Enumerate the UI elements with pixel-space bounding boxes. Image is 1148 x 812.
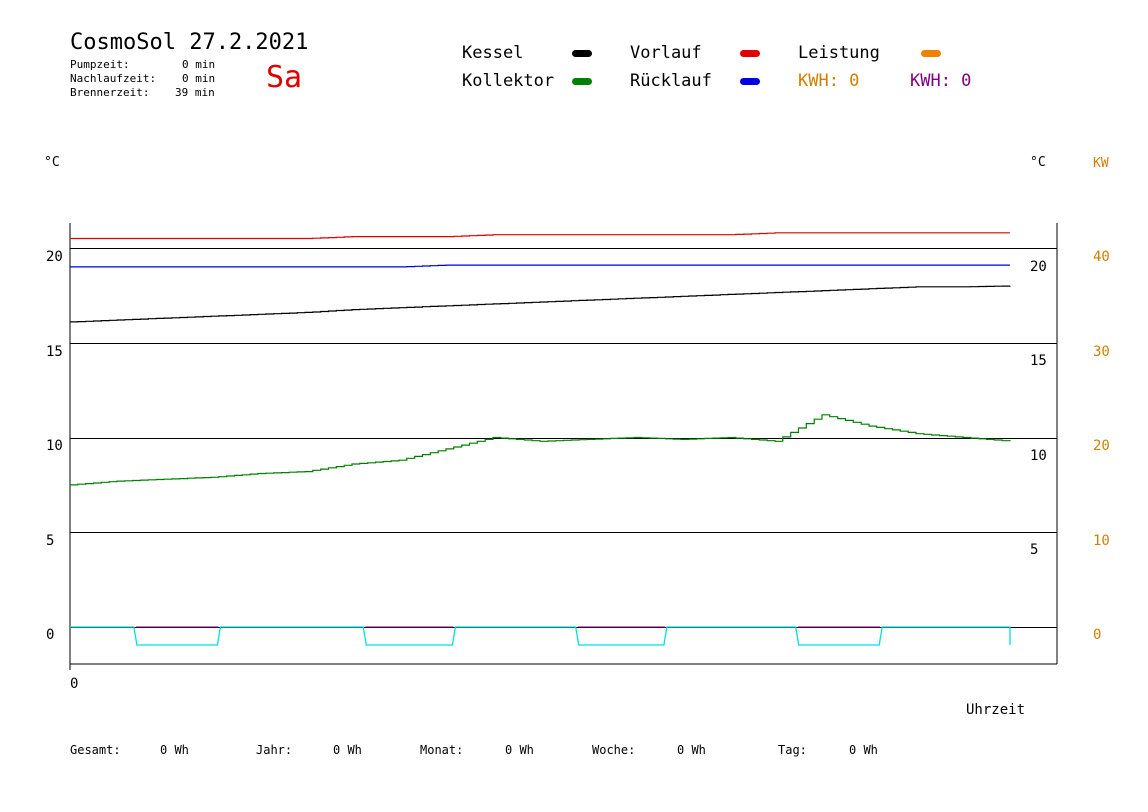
x-axis-label: Uhrzeit [966,702,1026,718]
chart-title: CosmoSol 27.2.2021 [70,30,309,55]
kw-tick-30: 30 [1093,344,1110,360]
left-tick-0: 0 [46,627,55,643]
stat-brennerzeit-value: 39 min [175,86,215,99]
legend-leistung-label: Leistung [798,43,880,63]
footer-tag-label: Tag: [778,743,807,757]
kw-tick-10: 10 [1093,533,1110,549]
legend-kessel-swatch [572,50,592,57]
left-tick-10: 10 [46,438,63,454]
left-tick-5: 5 [46,533,55,549]
right-tick-15: 15 [1030,353,1047,369]
right-tick-20: 20 [1030,259,1047,275]
footer-woche-value: 0 Wh [677,743,706,757]
legend-vorlauf-swatch [740,50,760,57]
footer-jahr-label: Jahr: [256,743,293,757]
stat-nachlaufzeit-label: Nachlaufzeit: [70,72,157,85]
kw-axis-unit: KW [1093,156,1109,171]
footer-gesamt-value: 0 Wh [160,743,189,757]
stat-brennerzeit-label: Brennerzeit: [70,86,150,99]
right-tick-5: 5 [1030,542,1039,558]
left-tick-20: 20 [46,249,63,265]
left-tick-15: 15 [46,344,63,360]
weekday-label: Sa [266,60,303,95]
series-ruecklauf-line [70,264,1010,268]
x-start-label: 0 [70,676,79,692]
footer-tag-value: 0 Wh [849,743,878,757]
footer-monat-label: Monat: [420,743,464,757]
legend-kessel-label: Kessel [462,43,524,63]
kw-tick-20: 20 [1093,438,1110,454]
right-axis-unit: °C [1030,155,1046,170]
kw-tick-0: 0 [1093,627,1102,643]
legend-kollektor-label: Kollektor [462,71,555,91]
series-kollektor-line [70,414,1011,486]
footer-woche-label: Woche: [592,743,636,757]
legend-vorlauf-label: Vorlauf [630,43,702,63]
series-vorlauf-line [70,232,1010,240]
legend-ruecklauf-swatch [740,78,760,85]
footer-monat-value: 0 Wh [505,743,534,757]
legend-ruecklauf-label: Rücklauf [630,71,712,91]
legend-kollektor-swatch [572,78,592,85]
stat-nachlaufzeit-value: 0 min [182,72,216,85]
series-kessel-line [70,285,1011,323]
legend-leistung-swatch [921,50,941,57]
kwh-orange-label: KWH: 0 [798,71,860,91]
footer-jahr-value: 0 Wh [333,743,362,757]
left-axis-unit: °C [44,155,60,170]
kw-tick-40: 40 [1093,249,1110,265]
series-pump-line [70,626,1011,646]
stat-pumpzeit-value: 0 min [182,58,216,71]
kwh-purple-label: KWH: 0 [910,71,972,91]
stat-pumpzeit-label: Pumpzeit: [70,58,130,71]
footer-gesamt-label: Gesamt: [70,743,121,757]
right-tick-10: 10 [1030,448,1047,464]
